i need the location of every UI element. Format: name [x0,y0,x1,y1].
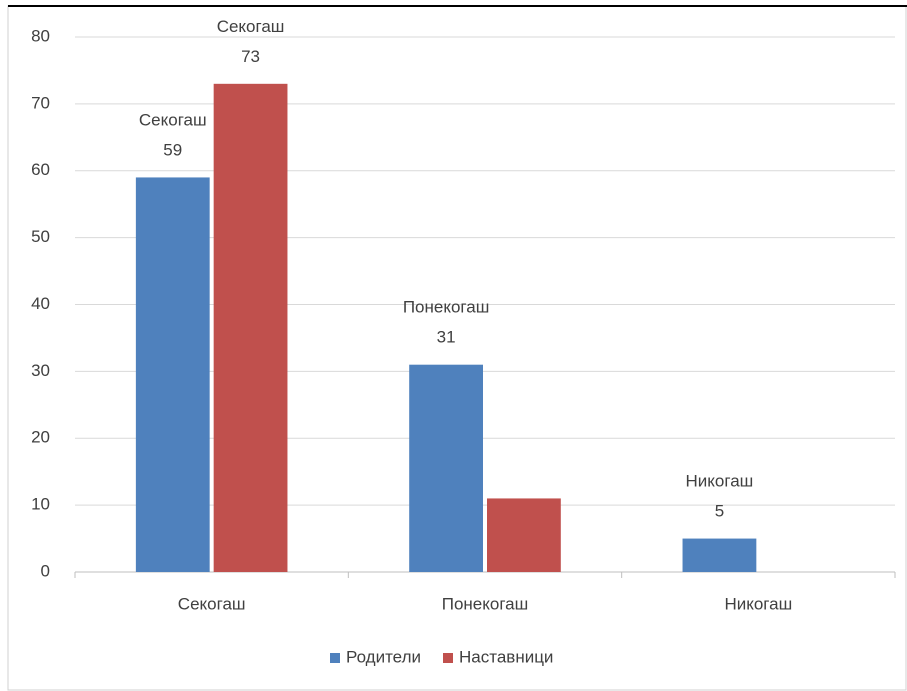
data-label-line: 59 [163,141,182,160]
y-tick-label: 80 [31,26,50,45]
data-label: Никогаш 5 [686,472,754,521]
y-tick-label: 50 [31,227,50,246]
data-label-line: 73 [241,47,260,66]
y-tick-label: 10 [31,495,50,514]
legend-swatch [443,653,453,663]
data-label: Понекогаш 31 [403,298,490,347]
data-label-line: 5 [715,502,724,521]
data-label-line: 31 [437,328,456,347]
bar [487,498,561,572]
bar [682,538,757,572]
bar [409,364,483,572]
legend-label: Родители [346,647,421,666]
y-tick-label: 0 [41,561,50,580]
data-label-line: Понекогаш [403,298,490,317]
y-tick-label: 40 [31,294,50,313]
y-tick-label: 70 [31,93,50,112]
y-tick-label: 30 [31,361,50,380]
data-label: Секогаш 59 [139,111,207,160]
data-label: Секогаш 73 [217,17,285,66]
x-tick-label: Понекогаш [442,594,529,613]
x-tick-label: Секогаш [178,594,246,613]
data-label-line: Секогаш [217,17,285,36]
bar [135,177,210,572]
y-tick-label: 60 [31,160,50,179]
data-label-line: Секогаш [139,111,207,130]
legend-swatch [330,653,340,663]
x-tick-label: Никогаш [724,594,792,613]
bar [213,83,288,572]
legend-label: Наставници [459,647,553,666]
data-label-line: Никогаш [686,472,754,491]
y-tick-label: 20 [31,428,50,447]
